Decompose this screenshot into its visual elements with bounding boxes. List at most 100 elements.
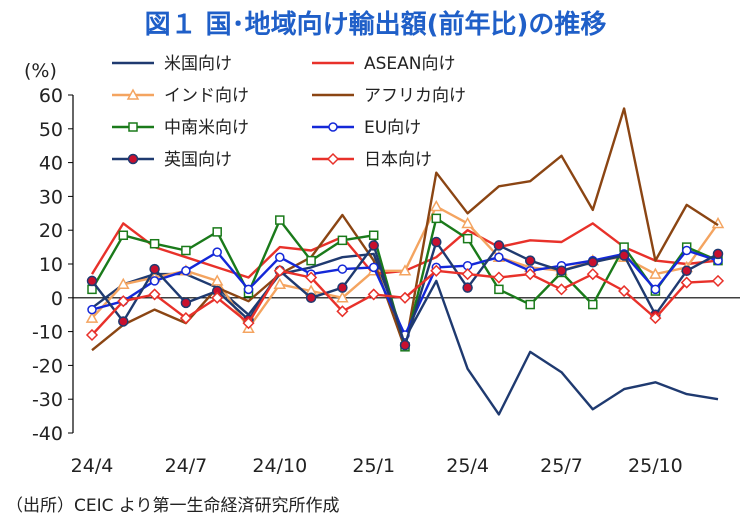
data-point (179, 312, 192, 325)
data-point (556, 265, 567, 277)
data-point (712, 248, 724, 260)
data-point (87, 304, 97, 315)
data-point (398, 291, 412, 304)
data-point (336, 305, 349, 318)
data-point (430, 264, 443, 277)
data-point (118, 316, 129, 327)
data-point (618, 250, 630, 261)
y-tick-label: 0 (51, 288, 63, 310)
data-point (587, 257, 599, 268)
data-point (337, 235, 348, 246)
data-point (337, 264, 348, 274)
data-point (462, 233, 473, 244)
series-line (90, 217, 719, 348)
legend-entry: インド向け (108, 83, 303, 107)
data-point (524, 268, 537, 281)
y-tick-label: -40 (32, 423, 63, 445)
series-7 (85, 264, 725, 342)
data-point (149, 263, 160, 275)
data-point (461, 268, 474, 281)
data-point (181, 266, 191, 276)
y-tick-label: 10 (39, 254, 63, 276)
data-point (118, 230, 129, 241)
legend-entry: ASEAN向け (308, 51, 503, 75)
legend-label: アフリカ向け (364, 86, 466, 106)
y-tick-label: 20 (39, 220, 63, 242)
data-point (681, 265, 692, 277)
data-point (85, 311, 99, 323)
data-point (461, 216, 474, 229)
data-point (181, 245, 191, 256)
data-point (431, 236, 442, 248)
data-point (680, 276, 693, 289)
y-tick-label: 50 (39, 119, 63, 141)
data-point (305, 271, 318, 284)
legend-label: ASEAN向け (364, 54, 456, 74)
chart-title: 図１ 国･地域向け輸出額(前年比)の推移 (144, 10, 607, 40)
data-point (210, 274, 224, 286)
data-point (681, 245, 692, 256)
data-point (305, 292, 317, 304)
y-unit-label: (%) (24, 60, 57, 82)
data-point (367, 288, 380, 301)
axes: 60 50 40 30 20 10 0 -10 -20 -30 -40 24/4 24/7 24/10 25… (32, 85, 740, 477)
data-point (149, 276, 160, 286)
data-point (524, 255, 536, 266)
y-tick-label: 60 (39, 85, 63, 107)
data-point (494, 252, 504, 262)
data-point (336, 291, 349, 303)
legend-entry: EU向け (308, 115, 503, 139)
data-point (431, 213, 442, 224)
data-point (618, 284, 631, 298)
data-point (86, 275, 98, 287)
data-point (273, 277, 287, 290)
series-layer (85, 107, 725, 416)
data-point (462, 282, 473, 293)
data-point (117, 277, 130, 290)
legend-entry: アフリカ向け (308, 83, 503, 107)
data-point (368, 230, 379, 241)
series-2 (85, 199, 725, 333)
data-point (399, 339, 411, 351)
series-5 (87, 245, 723, 340)
y-tick-label: -10 (32, 322, 63, 344)
data-point (275, 215, 285, 225)
x-tick-label: 25/4 (446, 455, 489, 477)
data-point (117, 295, 130, 308)
legend-entry: 中南米向け (108, 115, 303, 139)
data-point (211, 291, 224, 304)
x-tick-label: 25/10 (628, 455, 683, 477)
data-point (492, 271, 505, 284)
legend-label: インド向け (164, 86, 249, 106)
data-point (275, 252, 285, 262)
data-point (493, 240, 505, 251)
x-tick-label: 24/7 (165, 455, 208, 477)
data-point (525, 299, 535, 310)
data-point (368, 240, 379, 251)
y-tick-label: -30 (32, 389, 63, 411)
legend-entry: 米国向け (108, 51, 303, 75)
data-point (326, 152, 340, 166)
source-note: （出所）CEIC より第一生命経済研究所作成 (6, 496, 340, 516)
data-point (85, 328, 99, 342)
data-point (555, 283, 568, 296)
data-point (711, 274, 725, 287)
data-point (588, 299, 598, 310)
data-point (368, 262, 379, 273)
legend-label: 英国向け (164, 150, 232, 170)
data-point (649, 267, 662, 279)
data-point (242, 317, 255, 330)
data-point (148, 288, 161, 301)
data-point (650, 284, 661, 295)
legend-label: 中南米向け (164, 118, 249, 138)
legend-entry: 日本向け (308, 147, 503, 171)
x-tick-label: 25/7 (540, 455, 583, 477)
x-tick-label: 24/4 (71, 455, 114, 477)
x-tick-label: 25/1 (352, 455, 395, 477)
data-point (649, 312, 662, 325)
data-point (306, 255, 316, 266)
legend-entry: 英国向け (108, 147, 303, 171)
legend-label: 米国向け (164, 54, 232, 74)
data-point (586, 268, 599, 281)
